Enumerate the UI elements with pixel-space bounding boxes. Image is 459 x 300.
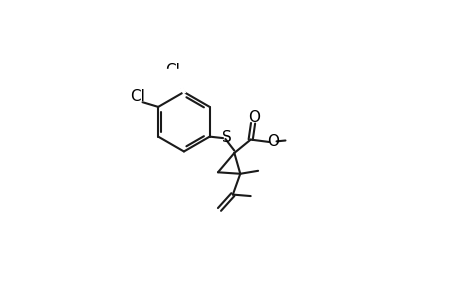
Text: S: S — [221, 130, 231, 145]
Bar — [156, 68, 191, 86]
Text: O: O — [247, 110, 259, 125]
Text: Cl: Cl — [164, 63, 179, 78]
Text: O: O — [267, 134, 279, 148]
Text: Cl: Cl — [129, 89, 144, 104]
